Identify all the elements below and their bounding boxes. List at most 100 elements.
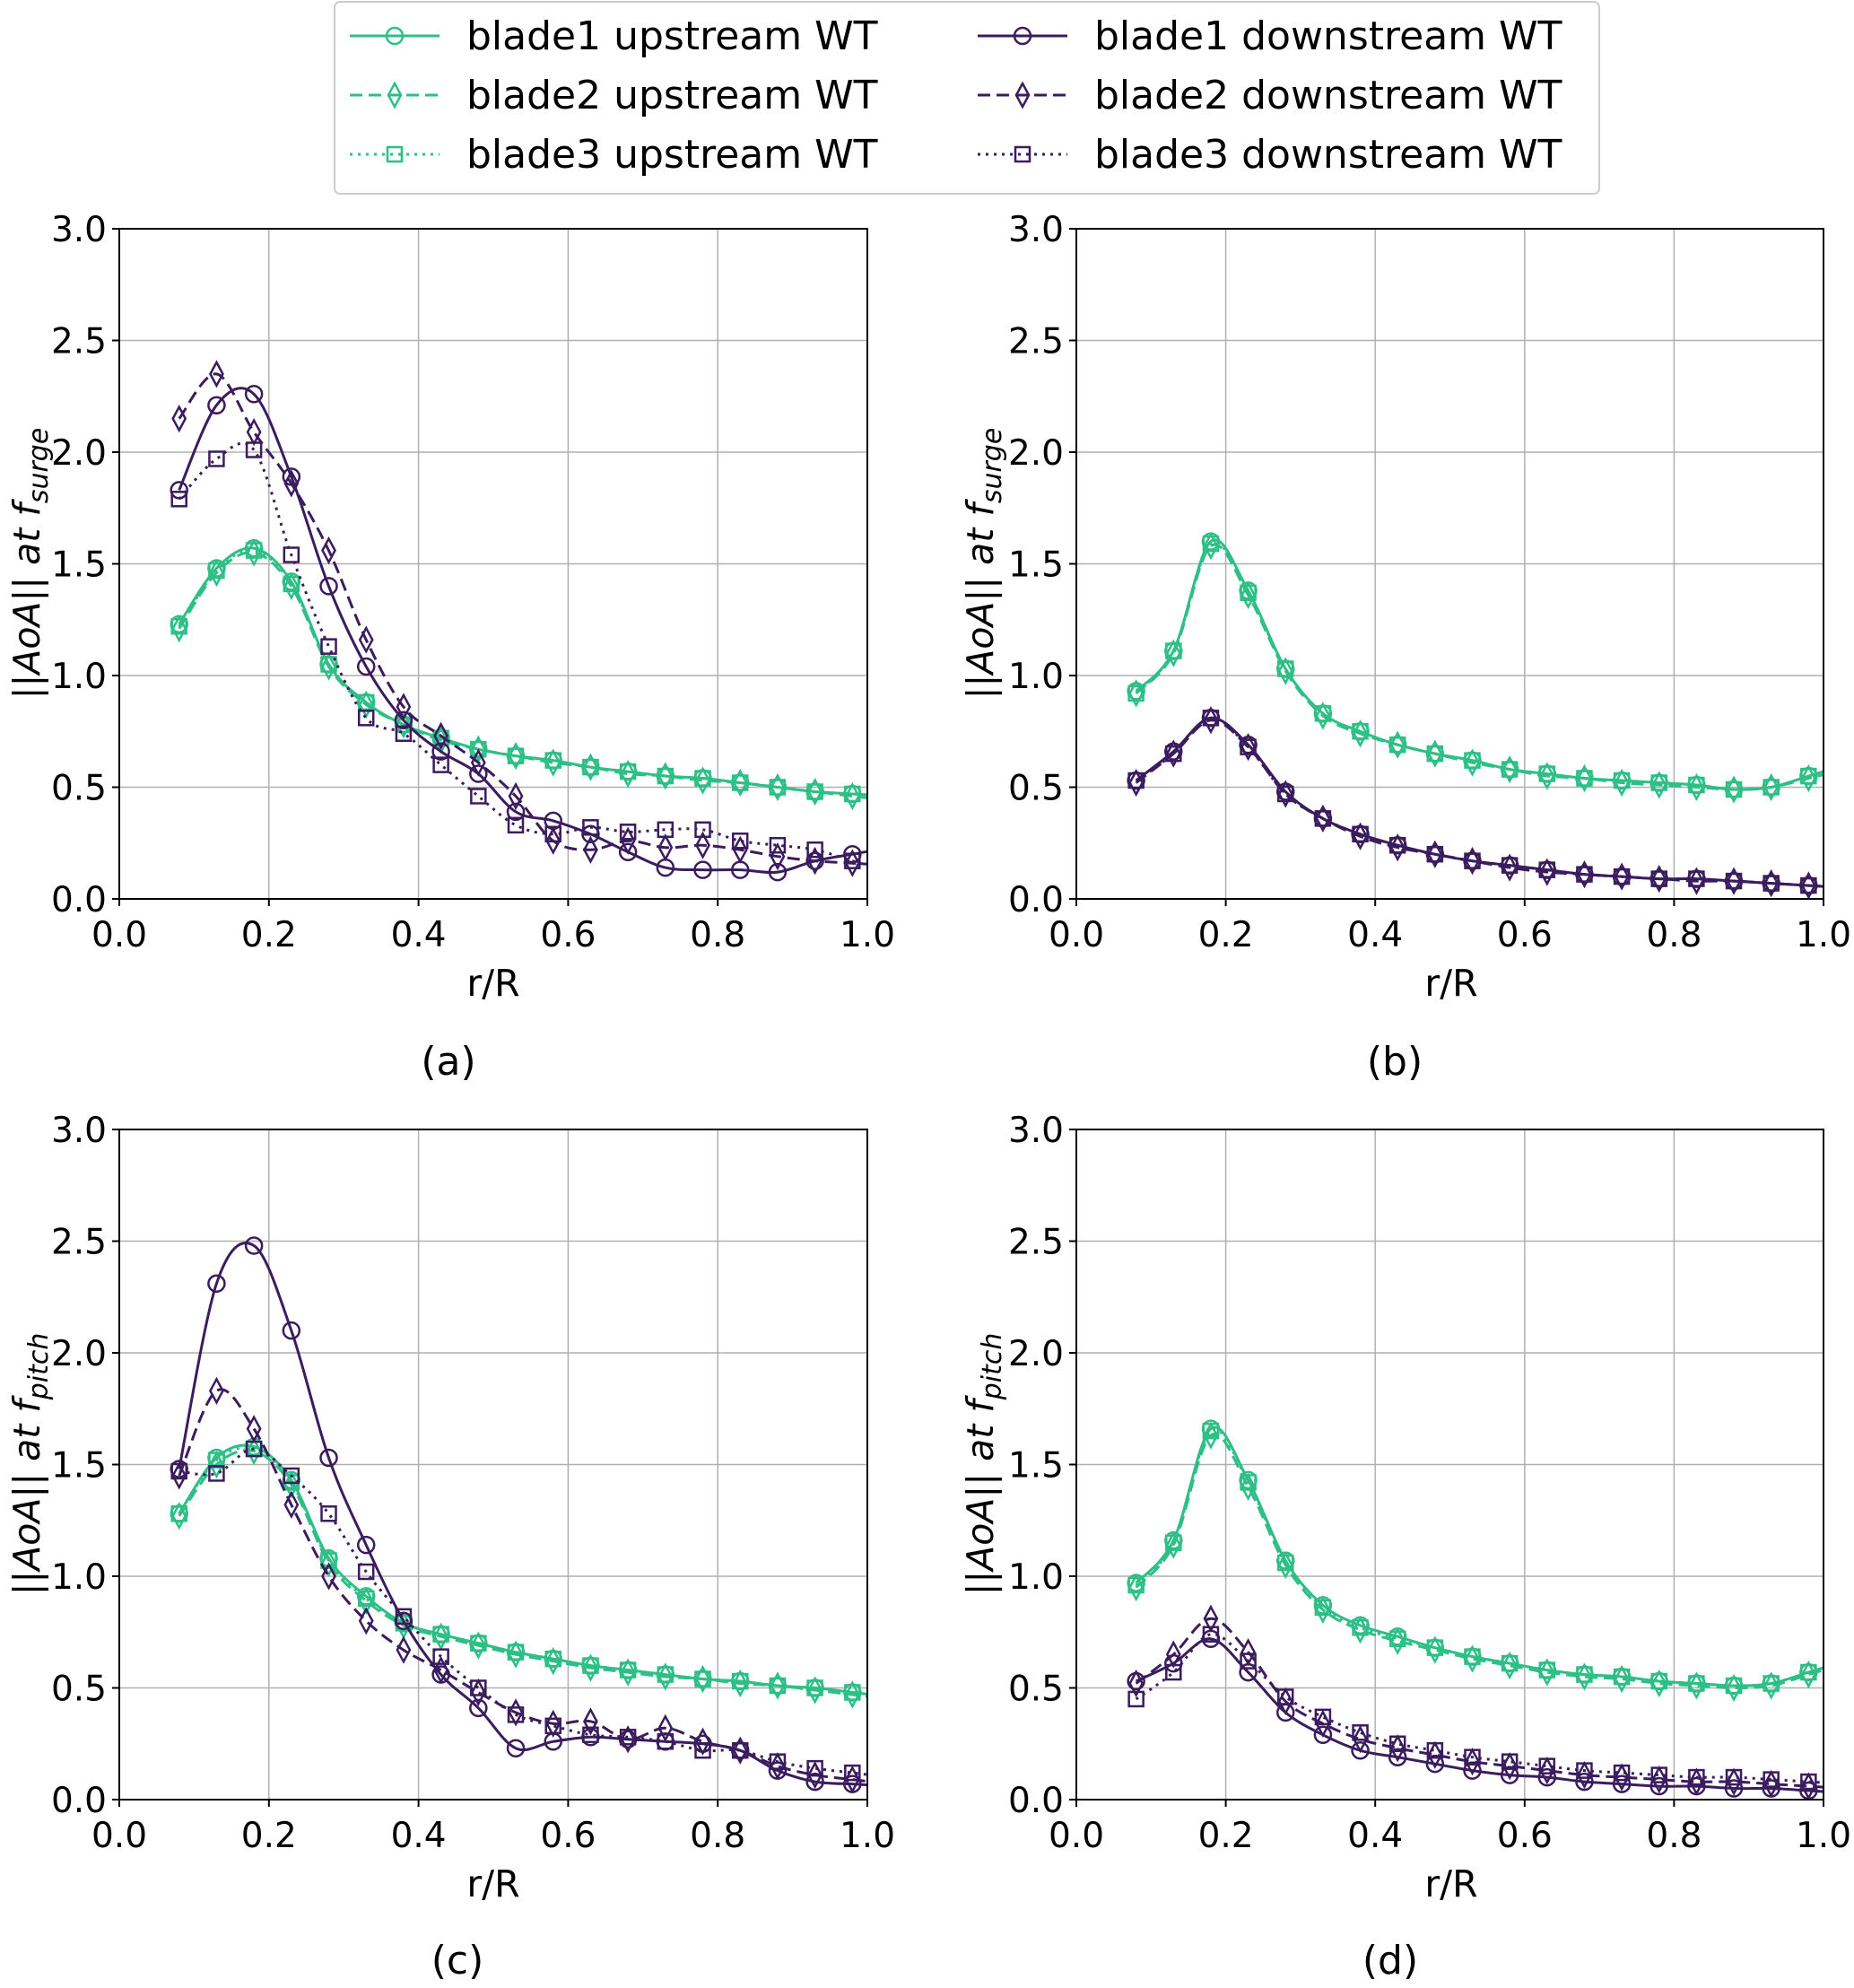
data-point-d-3-15 [1688,1675,1705,1692]
data-point-b-5-2 [1203,706,1219,735]
data-point-d-6-3 [1240,1652,1257,1670]
data-point-b-6-9 [1464,852,1481,869]
data-point-a-3-4 [320,656,337,673]
data-point-c-6-6 [395,1608,413,1626]
data-point-a-3-3 [283,575,300,593]
data-point-d-5-8 [1427,1740,1443,1769]
data-point-d-4-11 [1537,1767,1557,1787]
data-point-a-2-10 [545,748,561,777]
data-point-a-5-8 [470,748,486,777]
x-tick-label-b-2: 0.4 [1347,915,1403,955]
data-point-a-2-1 [209,558,224,588]
data-point-b-2-10 [1501,754,1518,784]
data-point-a-3-9 [507,747,525,764]
data-point-c-3-9 [507,1644,525,1661]
y-axis-label-c: ||AoA|| at fpitch [5,1333,55,1596]
data-point-b-5-10 [1501,853,1518,882]
data-point-c-6-4 [320,1505,337,1522]
data-point-b-5-3 [1240,733,1257,762]
data-point-a-5-13 [657,833,674,862]
data-point-a-3-1 [208,562,225,580]
y-tick-label-c-4: 2.0 [51,1334,107,1374]
series-line-a-3 [178,548,868,797]
y-tick-label-a-6: 3.0 [51,210,107,250]
legend-label-3: blade3 upstream WT [466,132,878,178]
data-point-c-5-5 [358,1607,374,1635]
data-point-a-4-6 [394,711,413,730]
data-point-d-5-2 [1203,1604,1219,1633]
data-point-a-6-5 [357,710,375,727]
data-point-d-2-11 [1539,1658,1555,1687]
data-point-d-5-9 [1465,1748,1480,1776]
data-point-c-3-18 [844,1684,861,1701]
data-point-a-4-1 [207,396,226,414]
data-point-b-6-6 [1352,825,1369,843]
data-point-d-3-0 [1127,1576,1145,1594]
data-point-d-6-5 [1314,1708,1332,1726]
x-tick-label-d-0: 0.0 [1049,1816,1104,1856]
y-tick-label-a-2: 1.0 [51,657,107,697]
data-point-c-4-4 [319,1448,338,1468]
data-point-c-6-13 [657,1733,675,1750]
x-tick-label-d-3: 0.6 [1497,1816,1553,1856]
x-tick-label-a-1: 0.2 [241,915,297,955]
series-line-b-1 [1135,538,1824,791]
grid-d [1075,1129,1824,1801]
data-point-a-5-6 [396,693,412,721]
data-point-d-3-6 [1352,1619,1369,1636]
data-point-d-2-16 [1726,1673,1742,1703]
data-point-b-2-7 [1389,730,1406,759]
data-point-c-4-8 [469,1698,488,1718]
data-point-c-6-7 [432,1648,449,1665]
data-point-b-2-6 [1353,719,1368,748]
data-point-b-3-7 [1388,736,1406,754]
legend-label-6: blade3 downstream WT [1094,132,1562,178]
panel-d: 0.0 0.2 0.4 0.6 0.8 1.00.00.51.01.52.02.53.0 … [959,1111,1851,1984]
y-tick-label-d-1: 0.5 [1008,1670,1064,1710]
x-tick-label-b-4: 0.8 [1646,915,1702,955]
data-point-d-6-1 [1165,1663,1182,1681]
data-point-c-2-11 [583,1653,598,1682]
x-tick-label-c-5: 1.0 [840,1816,895,1856]
data-point-d-6-16 [1725,1768,1743,1786]
data-point-b-2-1 [1165,639,1181,667]
legend-label-1: blade1 upstream WT [466,13,878,59]
data-point-b-2-4 [1277,657,1293,685]
panel-c: 0.0 0.2 0.4 0.6 0.8 1.00.00.51.01.52.02.53.0 … [5,1111,895,1984]
panel-a: 0.0 0.2 0.4 0.6 0.8 1.00.00.51.01.52.02.53.0 … [5,210,895,1085]
data-point-d-3-3 [1240,1474,1257,1491]
data-point-b-3-6 [1352,723,1369,740]
data-point-a-6-10 [544,825,561,843]
data-point-b-2-8 [1427,739,1443,768]
series-line-c-6 [178,1447,868,1776]
y-axis-label-main-a: ||AoA|| at f [5,499,48,700]
data-point-c-5-8 [470,1678,486,1707]
data-point-d-2-0 [1128,1573,1145,1602]
data-point-b-5-0 [1128,768,1145,798]
data-point-b-5-8 [1427,840,1443,868]
data-point-a-4-7 [431,742,450,761]
data-point-b-6-8 [1426,845,1444,863]
data-point-d-2-2 [1203,1421,1219,1450]
data-point-d-6-2 [1202,1626,1220,1643]
data-point-c-2-8 [470,1631,486,1660]
y-axis-label-d: ||AoA|| at fpitch [959,1333,1008,1596]
data-point-c-6-9 [507,1706,525,1723]
data-point-d-3-17 [1763,1675,1780,1692]
data-point-a-4-16 [768,862,788,882]
data-point-d-3-9 [1464,1648,1481,1665]
y-tick-label-d-6: 3.0 [1008,1111,1064,1151]
data-point-b-6-4 [1276,785,1294,803]
y-tick-label-a-5: 2.5 [51,322,107,362]
data-point-a-3-0 [170,617,187,635]
data-point-d-2-14 [1651,1669,1667,1698]
ticks-d: 0.0 0.2 0.4 0.6 0.8 1.0 0.0 0.5 1.0 1.5 2.0 2.5 3.0 [1008,1111,1851,1856]
data-point-d-6-4 [1276,1688,1294,1705]
data-point-b-2-17 [1763,772,1780,802]
caption-b: (b) [1367,1039,1423,1085]
data-point-a-6-1 [208,450,225,467]
data-point-a-6-7 [432,756,449,773]
legend: blade1 upstream WT blade2 upstream WT blad… [334,1,1600,195]
data-point-b-5-9 [1465,847,1480,876]
